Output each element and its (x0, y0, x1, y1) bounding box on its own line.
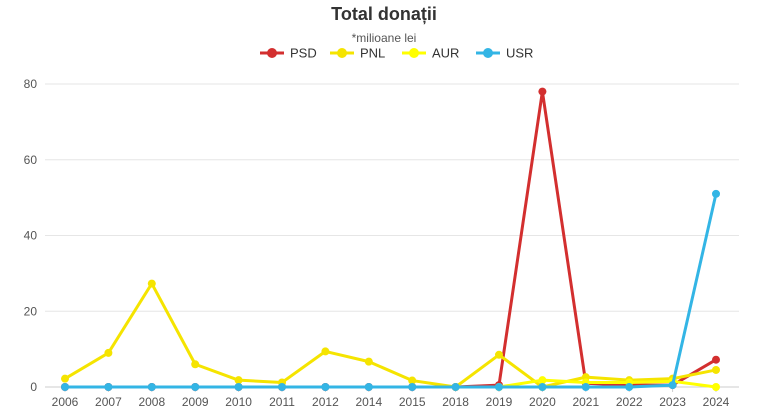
x-tick-label: 2022 (616, 395, 643, 409)
series-line (63, 282, 718, 389)
legend-label: PNL (360, 46, 385, 61)
x-tick-label: 2015 (399, 395, 426, 409)
data-point[interactable] (278, 383, 286, 391)
data-point[interactable] (712, 355, 720, 364)
legend-item[interactable]: USR (476, 46, 533, 61)
chart-title: Total donații (331, 4, 437, 24)
data-point[interactable] (147, 279, 156, 288)
x-tick-label: 2023 (659, 395, 686, 409)
data-point[interactable] (625, 383, 634, 391)
x-tick-label: 2009 (182, 395, 209, 409)
data-point[interactable] (451, 383, 460, 391)
x-axis: 2006 2007 2008 2009 2010 2011 2012 2014 2015 2018… (52, 387, 730, 409)
data-point[interactable] (234, 383, 243, 391)
x-tick-label: 2021 (572, 395, 599, 409)
data-point[interactable] (104, 348, 113, 357)
legend-marker (483, 48, 493, 58)
legend-label: PSD (290, 46, 317, 61)
y-axis: 0 20 40 60 80 (24, 77, 38, 394)
x-tick-label: 2012 (312, 395, 339, 409)
x-tick-label: 2018 (442, 395, 469, 409)
x-tick-label: 2020 (529, 395, 556, 409)
legend-label: USR (506, 46, 533, 61)
data-point[interactable] (61, 374, 69, 383)
data-point[interactable] (538, 87, 547, 96)
x-tick-label: 2019 (486, 395, 513, 409)
data-point[interactable] (495, 350, 503, 359)
y-tick-label: 60 (24, 153, 38, 167)
y-tick-label: 20 (24, 304, 38, 318)
data-point[interactable] (321, 347, 330, 356)
series-usr (61, 189, 720, 391)
x-tick-label: 2010 (225, 395, 252, 409)
data-point[interactable] (495, 383, 503, 391)
series-line (63, 192, 718, 389)
legend-item[interactable]: PNL (330, 46, 385, 61)
legend-label: AUR (432, 46, 459, 61)
data-point[interactable] (234, 376, 243, 385)
data-point[interactable] (191, 360, 200, 369)
legend: PSD PNL AUR USR (260, 46, 533, 61)
x-tick-label: 2008 (138, 395, 165, 409)
data-point[interactable] (538, 376, 547, 385)
x-tick-label: 2006 (52, 395, 79, 409)
legend-marker (267, 48, 277, 58)
data-point[interactable] (712, 189, 720, 198)
legend-marker (409, 48, 419, 58)
x-tick-label: 2011 (269, 395, 295, 409)
x-tick-label: 2014 (355, 395, 382, 409)
data-point[interactable] (712, 365, 720, 374)
data-point[interactable] (538, 383, 547, 391)
data-point[interactable] (61, 383, 69, 391)
series-psd (61, 87, 720, 391)
series-line (497, 378, 718, 389)
legend-item[interactable]: PSD (260, 46, 317, 61)
y-tick-label: 80 (24, 77, 38, 91)
series-pnl (61, 279, 720, 391)
data-point[interactable] (364, 357, 373, 366)
data-point[interactable] (581, 383, 590, 391)
data-point[interactable] (408, 376, 417, 385)
data-point[interactable] (408, 383, 417, 391)
series-line (63, 90, 718, 389)
y-tick-label: 0 (30, 380, 37, 394)
data-point[interactable] (668, 381, 677, 390)
data-point[interactable] (712, 383, 720, 391)
series-layer (61, 87, 720, 391)
chart-subtitle: *milioane lei (352, 31, 417, 45)
legend-item[interactable]: AUR (402, 46, 459, 61)
legend-marker (337, 48, 347, 58)
data-point[interactable] (104, 383, 113, 391)
y-tick-label: 40 (24, 229, 38, 243)
data-point[interactable] (321, 383, 330, 391)
data-point[interactable] (147, 383, 156, 391)
data-point[interactable] (364, 383, 373, 391)
x-tick-label: 2007 (95, 395, 122, 409)
data-point[interactable] (191, 383, 200, 391)
grid (45, 83, 739, 388)
x-tick-label: 2024 (703, 395, 730, 409)
